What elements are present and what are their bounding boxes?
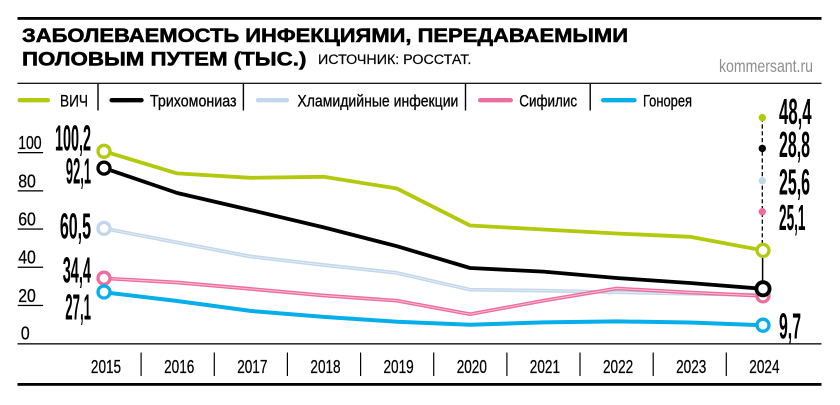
svg-text:92,1: 92,1 xyxy=(66,150,91,191)
svg-text:40: 40 xyxy=(18,248,36,268)
svg-text:2017: 2017 xyxy=(237,357,267,377)
svg-text:kommersant.ru: kommersant.ru xyxy=(719,56,813,76)
svg-text:48,4: 48,4 xyxy=(779,91,812,132)
svg-text:20: 20 xyxy=(18,286,36,306)
svg-text:2021: 2021 xyxy=(530,357,560,377)
svg-text:2018: 2018 xyxy=(310,357,340,377)
svg-text:28,8: 28,8 xyxy=(779,124,810,165)
svg-text:2015: 2015 xyxy=(91,357,121,377)
svg-text:9,7: 9,7 xyxy=(779,306,801,347)
svg-text:25,1: 25,1 xyxy=(779,197,806,238)
svg-text:Гонорея: Гонорея xyxy=(643,92,692,111)
svg-text:2016: 2016 xyxy=(164,357,194,377)
svg-text:ИСТОЧНИК: РОССТАТ.: ИСТОЧНИК: РОССТАТ. xyxy=(318,52,471,67)
svg-text:100: 100 xyxy=(18,133,41,153)
svg-text:25,6: 25,6 xyxy=(779,162,810,203)
svg-text:27,1: 27,1 xyxy=(65,287,91,328)
svg-text:80: 80 xyxy=(18,171,36,191)
svg-text:ВИЧ: ВИЧ xyxy=(60,92,88,111)
svg-text:Хламидийные инфекции: Хламидийные инфекции xyxy=(297,92,458,111)
svg-text:60,5: 60,5 xyxy=(60,206,91,247)
svg-text:ПОЛОВЫМ ПУТЕМ (ТЫС.): ПОЛОВЫМ ПУТЕМ (ТЫС.) xyxy=(22,49,306,71)
svg-text:2024: 2024 xyxy=(749,357,779,377)
svg-text:0: 0 xyxy=(21,324,30,344)
svg-text:34,4: 34,4 xyxy=(63,249,91,290)
svg-text:2022: 2022 xyxy=(603,357,633,377)
svg-text:100,2: 100,2 xyxy=(55,118,91,159)
svg-text:Трихомониаз: Трихомониаз xyxy=(150,92,237,111)
svg-text:60: 60 xyxy=(18,210,36,230)
svg-text:ЗАБОЛЕВАЕМОСТЬ ИНФЕКЦИЯМИ, ПЕР: ЗАБОЛЕВАЕМОСТЬ ИНФЕКЦИЯМИ, ПЕРЕДАВАЕМЫМИ xyxy=(22,25,628,47)
svg-text:Сифилис: Сифилис xyxy=(519,92,577,111)
svg-text:2023: 2023 xyxy=(676,357,706,377)
svg-text:2020: 2020 xyxy=(457,357,487,377)
svg-text:2019: 2019 xyxy=(384,357,414,377)
